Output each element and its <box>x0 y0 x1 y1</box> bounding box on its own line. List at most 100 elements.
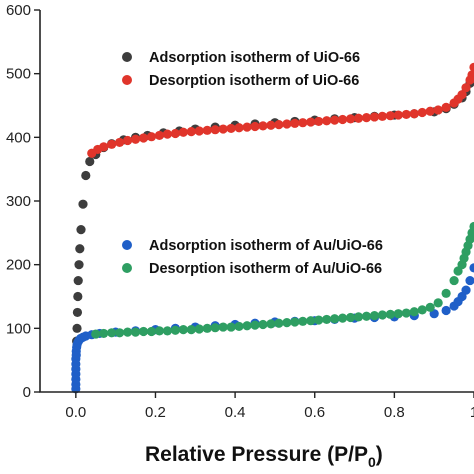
data-point <box>242 122 252 132</box>
data-point <box>81 170 91 181</box>
data-point <box>122 327 133 337</box>
data-point <box>353 312 364 322</box>
data-point <box>234 123 244 133</box>
data-point <box>298 118 308 128</box>
data-point <box>154 326 165 336</box>
data-point <box>75 244 85 254</box>
x-axis-title-main: Relative Pressure (P/P <box>145 443 368 466</box>
y-tick-label: 400 <box>6 129 31 146</box>
series-3 <box>91 221 474 339</box>
data-point <box>194 126 204 136</box>
data-point <box>465 75 474 85</box>
data-point <box>453 266 463 276</box>
data-point <box>465 275 474 286</box>
y-tick-label: 600 <box>6 2 31 19</box>
data-point <box>425 106 435 116</box>
data-point <box>361 112 372 123</box>
data-point <box>338 114 348 125</box>
data-point <box>393 309 403 319</box>
data-point <box>290 118 300 128</box>
data-point <box>76 225 86 235</box>
data-point <box>469 263 474 273</box>
x-tick-label: 1 <box>470 404 474 421</box>
data-point <box>242 321 252 331</box>
data-point <box>330 115 340 125</box>
data-point <box>178 325 188 335</box>
data-point <box>369 311 380 321</box>
y-tick-label: 200 <box>6 257 31 274</box>
data-point <box>345 312 356 323</box>
data-point <box>73 291 83 302</box>
data-point <box>441 288 451 298</box>
data-point <box>433 105 443 115</box>
data-point <box>178 127 188 137</box>
data-point <box>330 314 340 324</box>
series-2 <box>71 263 474 394</box>
data-point <box>377 310 388 320</box>
data-point <box>425 302 435 312</box>
data-point <box>186 325 196 335</box>
data-point <box>218 124 228 134</box>
data-point <box>250 320 260 330</box>
x-tick-label: 0.4 <box>225 404 246 421</box>
legend-label: Adsorption isotherm of UiO-66 <box>149 50 360 66</box>
data-point <box>74 260 84 270</box>
data-point <box>377 111 388 121</box>
data-point <box>401 308 411 318</box>
data-point <box>266 319 276 329</box>
legend-au-uio66: Adsorption isotherm of Au/UiO-66 Desorpti… <box>122 238 383 277</box>
data-point <box>385 309 395 319</box>
data-point <box>274 318 284 328</box>
data-point <box>186 127 196 137</box>
x-axis-title-subscript: 0 <box>368 454 376 470</box>
data-point <box>417 107 427 118</box>
y-axis: 0 100 200 300 400 500 600 <box>6 2 40 401</box>
legend-marker <box>122 240 132 250</box>
data-point <box>85 156 95 167</box>
y-tick-label: 0 <box>23 384 31 401</box>
data-point <box>218 322 228 332</box>
data-point <box>115 137 125 148</box>
y-tick-label: 300 <box>6 193 31 210</box>
y-tick-label: 100 <box>6 320 31 337</box>
data-point <box>322 314 332 325</box>
data-point <box>210 323 220 333</box>
legend-label: Adsorption isotherm of Au/UiO-66 <box>149 238 383 254</box>
data-point <box>72 307 83 318</box>
data-point <box>258 319 268 330</box>
data-point <box>290 317 300 327</box>
data-point <box>170 325 180 335</box>
data-point <box>99 328 109 339</box>
data-point <box>72 323 82 333</box>
data-point <box>449 275 459 286</box>
x-tick-label: 0.8 <box>384 404 405 421</box>
data-point <box>234 321 244 332</box>
data-point <box>409 307 419 317</box>
data-point <box>282 119 292 129</box>
data-point <box>162 326 173 336</box>
data-point <box>210 125 220 135</box>
data-point <box>345 114 356 124</box>
data-point <box>91 329 101 339</box>
data-point <box>306 117 316 127</box>
data-point <box>441 305 451 316</box>
data-point <box>338 313 348 323</box>
data-point <box>78 199 88 209</box>
data-point <box>146 132 157 142</box>
data-point <box>385 111 395 121</box>
data-point <box>202 125 212 135</box>
data-point <box>393 110 403 120</box>
legend-uio66: Adsorption isotherm of UiO-66 Desorption … <box>122 50 360 89</box>
data-point <box>138 326 149 337</box>
data-point <box>282 318 292 328</box>
data-point <box>146 326 157 337</box>
x-tick-label: 0.0 <box>65 404 86 421</box>
data-point <box>461 285 471 295</box>
data-point <box>401 109 411 120</box>
data-point <box>73 275 83 286</box>
data-point <box>226 322 236 332</box>
data-point <box>433 298 443 308</box>
plot-area <box>71 62 474 394</box>
data-point <box>226 123 236 134</box>
